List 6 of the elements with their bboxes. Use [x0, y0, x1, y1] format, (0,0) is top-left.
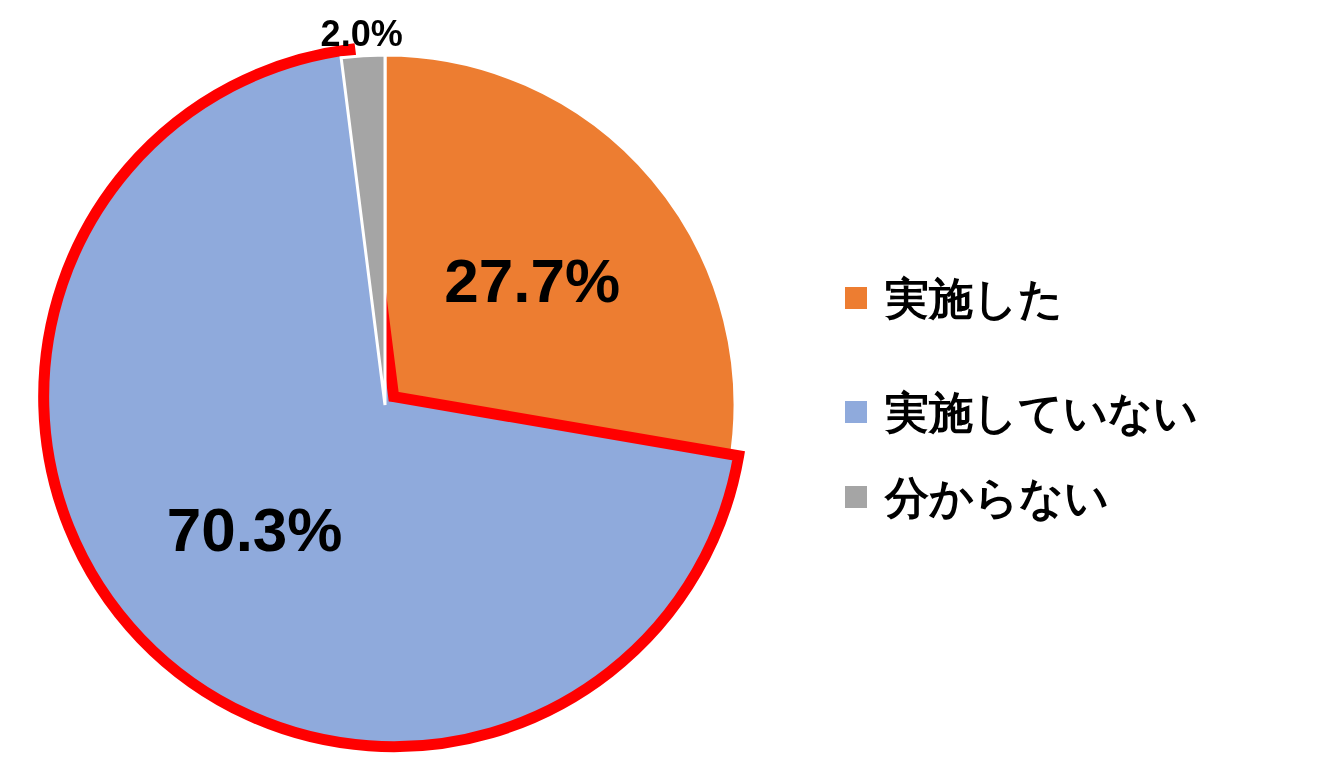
legend-label: 実施していない	[884, 387, 1198, 437]
data-label: 70.3%	[166, 495, 343, 565]
legend-label: 分からない	[884, 472, 1109, 522]
legend-label: 実施した	[884, 273, 1063, 323]
data-label: 2.0%	[320, 13, 403, 55]
data-label: 27.7%	[444, 246, 621, 316]
